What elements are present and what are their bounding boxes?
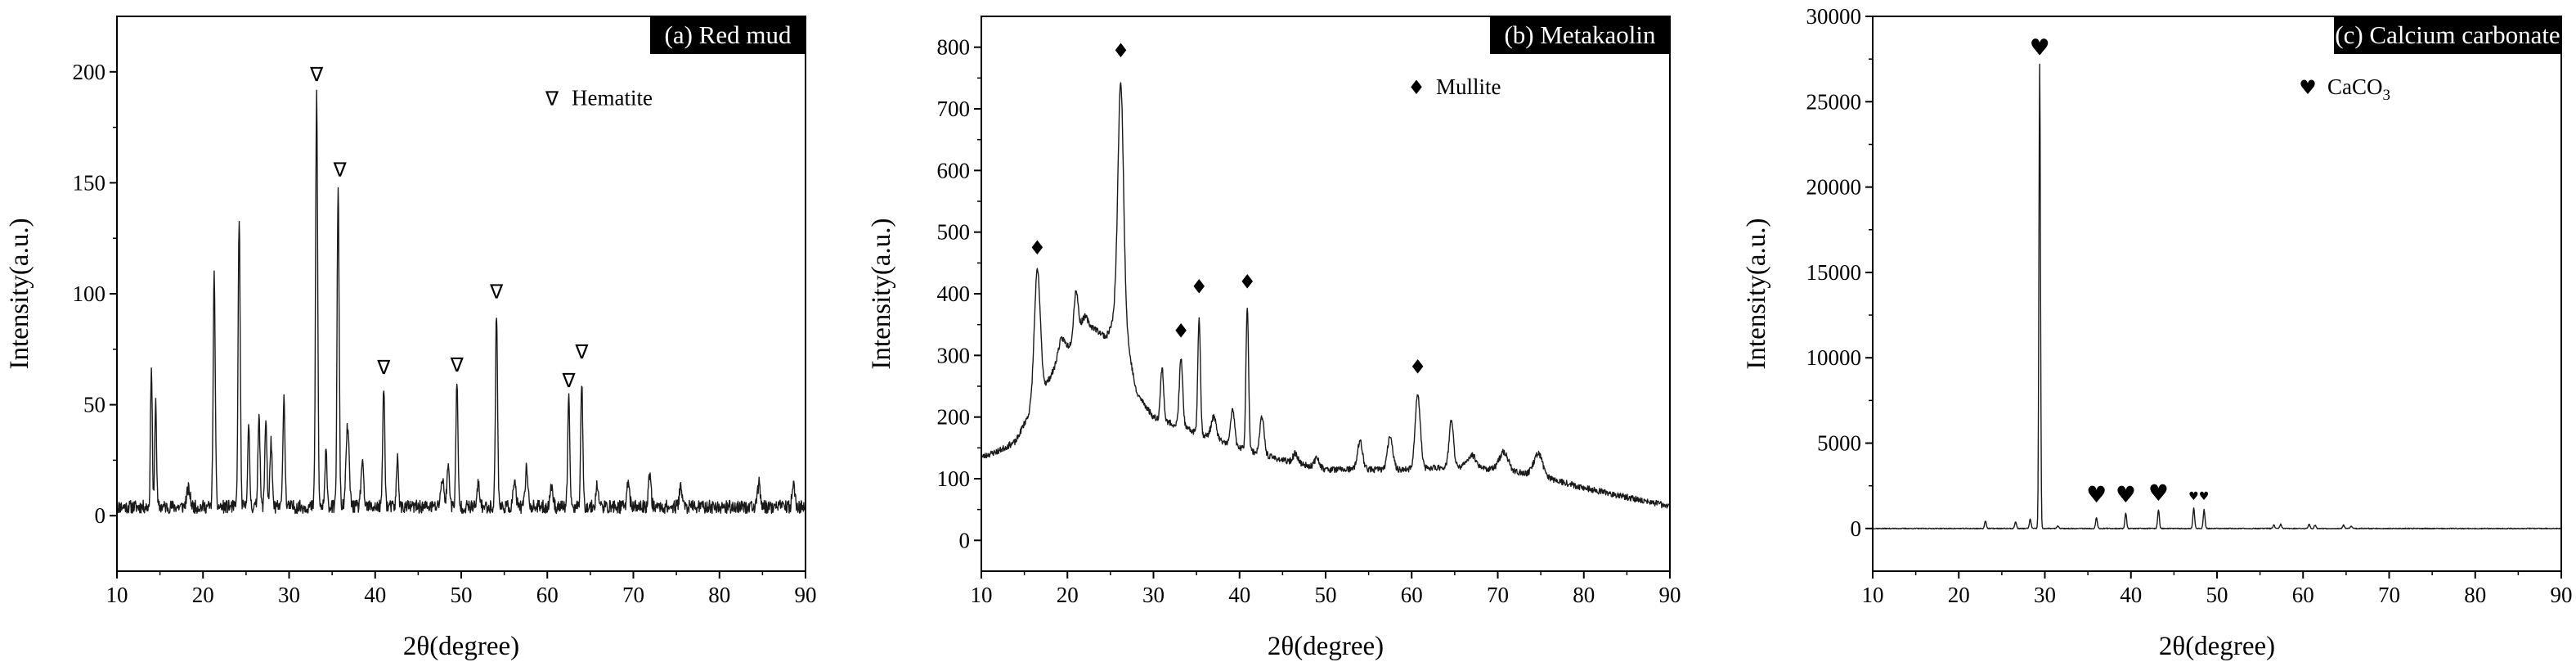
x-axis-label: 2θ(degree) xyxy=(1268,632,1384,661)
legend-symbol: ♥ xyxy=(2299,76,2317,99)
y-axis-label: Intensity(a.u.) xyxy=(867,218,896,369)
data-trace xyxy=(116,89,806,515)
chart-title: (a) Red mud xyxy=(665,20,792,49)
x-tick-label: 70 xyxy=(622,583,644,607)
peak-marker: ∇ xyxy=(376,356,391,379)
peak-marker: ∇ xyxy=(450,354,464,376)
plot-frame xyxy=(981,16,1671,572)
y-tick-label: 200 xyxy=(73,60,106,84)
y-tick-label: 10000 xyxy=(1806,345,1862,370)
y-tick-label: 0 xyxy=(959,528,971,552)
x-tick-label: 70 xyxy=(1487,583,1509,607)
x-tick-label: 80 xyxy=(2464,583,2486,607)
y-tick-label: 25000 xyxy=(1806,89,1862,114)
x-tick-label: 10 xyxy=(1862,583,1884,607)
x-tick-label: 80 xyxy=(1573,583,1595,607)
x-tick-label: 50 xyxy=(2206,583,2228,607)
peak-marker: ∇ xyxy=(489,281,504,304)
x-tick-label: 30 xyxy=(1142,583,1165,607)
x-tick-label: 60 xyxy=(536,583,559,607)
peak-marker: ♦ xyxy=(1191,275,1209,298)
peak-marker: ∇ xyxy=(562,369,577,392)
y-tick-label: 400 xyxy=(937,281,971,306)
peak-marker: ♥ xyxy=(2086,481,2107,508)
legend-subscript: 3 xyxy=(2383,87,2391,104)
legend-symbol: ∇ xyxy=(545,87,559,110)
y-tick-label: 100 xyxy=(73,281,106,306)
x-tick-label: 40 xyxy=(1228,583,1250,607)
legend-label: CaCO3 xyxy=(2327,74,2390,104)
peak-marker: ♥ xyxy=(2148,480,2169,507)
y-tick-label: 50 xyxy=(83,393,105,417)
peak-marker: ♦ xyxy=(1409,355,1427,378)
legend-label: Hematite xyxy=(572,85,653,110)
peak-marker: ♦ xyxy=(1238,270,1256,293)
peak-marker: ♥ xyxy=(2030,34,2050,61)
x-tick-label: 80 xyxy=(708,583,730,607)
title-box xyxy=(650,16,806,54)
x-tick-label: 50 xyxy=(1315,583,1337,607)
peak-marker: ♥ xyxy=(2199,490,2210,503)
y-axis-label: Intensity(a.u.) xyxy=(1742,218,1771,369)
y-tick-label: 15000 xyxy=(1806,260,1862,285)
y-tick-label: 20000 xyxy=(1806,175,1862,200)
y-tick-label: 0 xyxy=(95,503,106,528)
y-tick-label: 150 xyxy=(73,170,106,195)
data-trace xyxy=(1872,63,2562,530)
x-tick-label: 90 xyxy=(2551,583,2573,607)
x-tick-label: 30 xyxy=(278,583,300,607)
y-tick-label: 800 xyxy=(937,35,971,60)
y-tick-label: 200 xyxy=(937,405,971,430)
legend-label: Mullite xyxy=(1436,74,1501,99)
x-tick-label: 40 xyxy=(364,583,386,607)
y-tick-label: 30000 xyxy=(1806,4,1862,29)
y-tick-label: 600 xyxy=(937,158,971,182)
y-tick-label: 5000 xyxy=(1817,431,1861,456)
chart-title: (c) Calcium carbonate xyxy=(2335,20,2560,49)
peak-marker: ♥ xyxy=(2116,481,2136,508)
data-trace xyxy=(981,82,1671,509)
y-tick-label: 300 xyxy=(937,343,971,367)
x-tick-label: 40 xyxy=(2120,583,2142,607)
peak-marker: ∇ xyxy=(574,340,589,363)
peak-marker: ♦ xyxy=(1112,39,1130,62)
x-tick-label: 10 xyxy=(971,583,993,607)
chart-title: (b) Metakaolin xyxy=(1504,20,1656,49)
peak-marker: ♦ xyxy=(1029,236,1047,259)
chart-metakaolin: 10 20 30 40 50 60 70 80 90 0 100 200 300 400 500 600 700… xyxy=(867,16,1681,661)
y-tick-label: 500 xyxy=(937,220,971,245)
x-tick-label: 20 xyxy=(1948,583,1970,607)
x-axis-label: 2θ(degree) xyxy=(403,632,519,661)
y-tick-label: 100 xyxy=(937,466,971,491)
x-tick-label: 30 xyxy=(2034,583,2056,607)
chart-calcium-carbonate: 10 20 30 40 50 60 70 80 90 0 5000 10000 15000 20000 25… xyxy=(1742,4,2573,661)
x-tick-label: 90 xyxy=(1659,583,1681,607)
peak-marker: ♦ xyxy=(1172,320,1190,343)
chart-red-mud: 10 20 30 40 50 60 70 80 90 0 50 100 150 200 2θ(degree)… xyxy=(5,16,817,661)
x-tick-label: 20 xyxy=(192,583,214,607)
x-tick-label: 70 xyxy=(2378,583,2400,607)
x-tick-label: 50 xyxy=(451,583,473,607)
peak-marker: ♥ xyxy=(2188,490,2199,503)
legend-symbol: ♦ xyxy=(1407,76,1425,99)
title-box xyxy=(2334,16,2561,54)
x-tick-label: 60 xyxy=(2292,583,2314,607)
peak-marker: ∇ xyxy=(309,63,324,86)
x-axis-label: 2θ(degree) xyxy=(2159,632,2275,661)
y-tick-label: 0 xyxy=(1851,516,1862,541)
x-tick-label: 10 xyxy=(106,583,128,607)
x-tick-label: 90 xyxy=(795,583,817,607)
x-tick-label: 60 xyxy=(1401,583,1423,607)
y-axis-label: Intensity(a.u.) xyxy=(5,218,34,369)
y-tick-label: 700 xyxy=(937,97,971,121)
peak-marker: ∇ xyxy=(333,159,348,182)
title-box xyxy=(1490,16,1670,54)
plot-frame xyxy=(116,16,806,572)
x-tick-label: 20 xyxy=(1057,583,1079,607)
plot-frame xyxy=(1872,16,2562,572)
